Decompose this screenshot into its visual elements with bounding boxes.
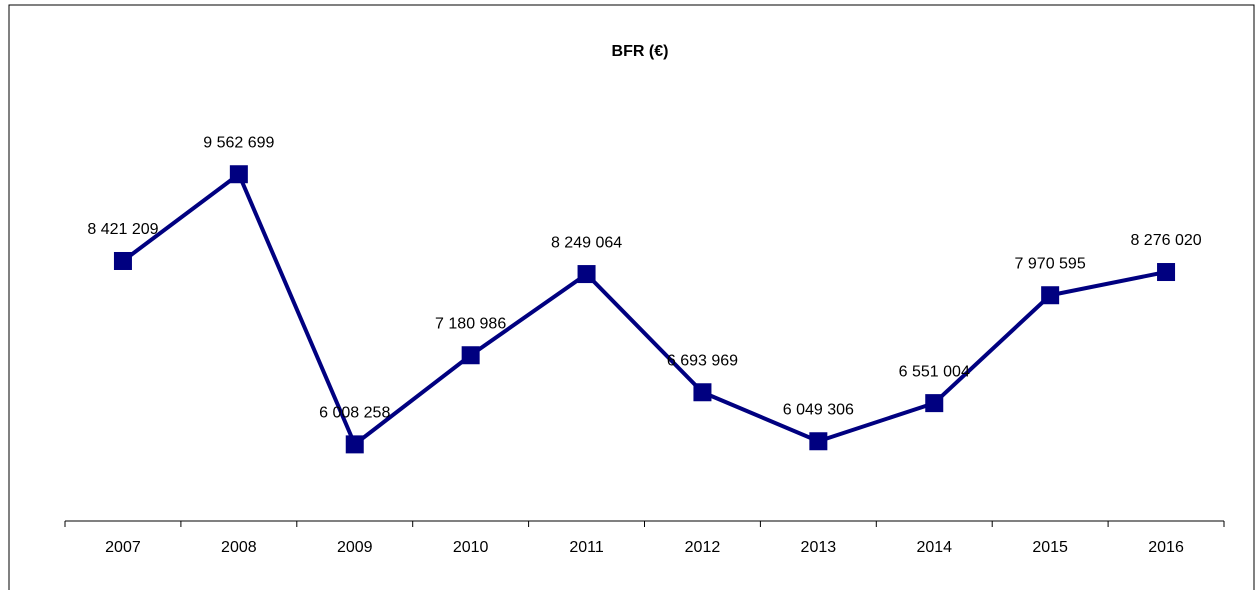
data-label: 8 276 020 — [1130, 232, 1201, 249]
data-marker — [345, 435, 364, 454]
x-tick-label: 2012 — [685, 539, 721, 556]
data-label: 7 180 986 — [435, 315, 506, 332]
data-label: 8 249 064 — [551, 234, 622, 251]
data-marker — [1157, 263, 1176, 282]
data-label: 6 693 969 — [667, 352, 738, 369]
data-label: 9 562 699 — [203, 134, 274, 151]
x-tick-label: 2016 — [1148, 539, 1184, 556]
x-tick-label: 2008 — [221, 539, 257, 556]
x-tick-label: 2010 — [453, 539, 489, 556]
x-tick-label: 2013 — [801, 539, 837, 556]
chart-frame — [8, 4, 1255, 595]
data-label: 6 049 306 — [783, 401, 854, 418]
data-label: 6 551 004 — [899, 363, 970, 380]
data-marker — [113, 251, 132, 270]
data-marker — [693, 383, 712, 402]
x-tick-label: 2009 — [337, 539, 373, 556]
data-marker — [809, 432, 828, 451]
data-marker — [1041, 286, 1060, 305]
data-label: 7 970 595 — [1015, 255, 1086, 272]
data-marker — [577, 265, 596, 284]
data-marker — [229, 165, 248, 184]
data-line — [121, 171, 1167, 448]
x-tick-label: 2011 — [569, 539, 604, 556]
x-tick-label: 2007 — [105, 539, 141, 556]
x-tick-label: 2014 — [916, 539, 952, 556]
data-label: 6 008 258 — [319, 405, 390, 422]
chart-title: BFR (€) — [612, 43, 669, 60]
data-label: 8 421 209 — [87, 221, 158, 238]
data-marker — [925, 394, 944, 413]
x-tick-label: 2015 — [1032, 539, 1068, 556]
data-marker — [461, 346, 480, 365]
